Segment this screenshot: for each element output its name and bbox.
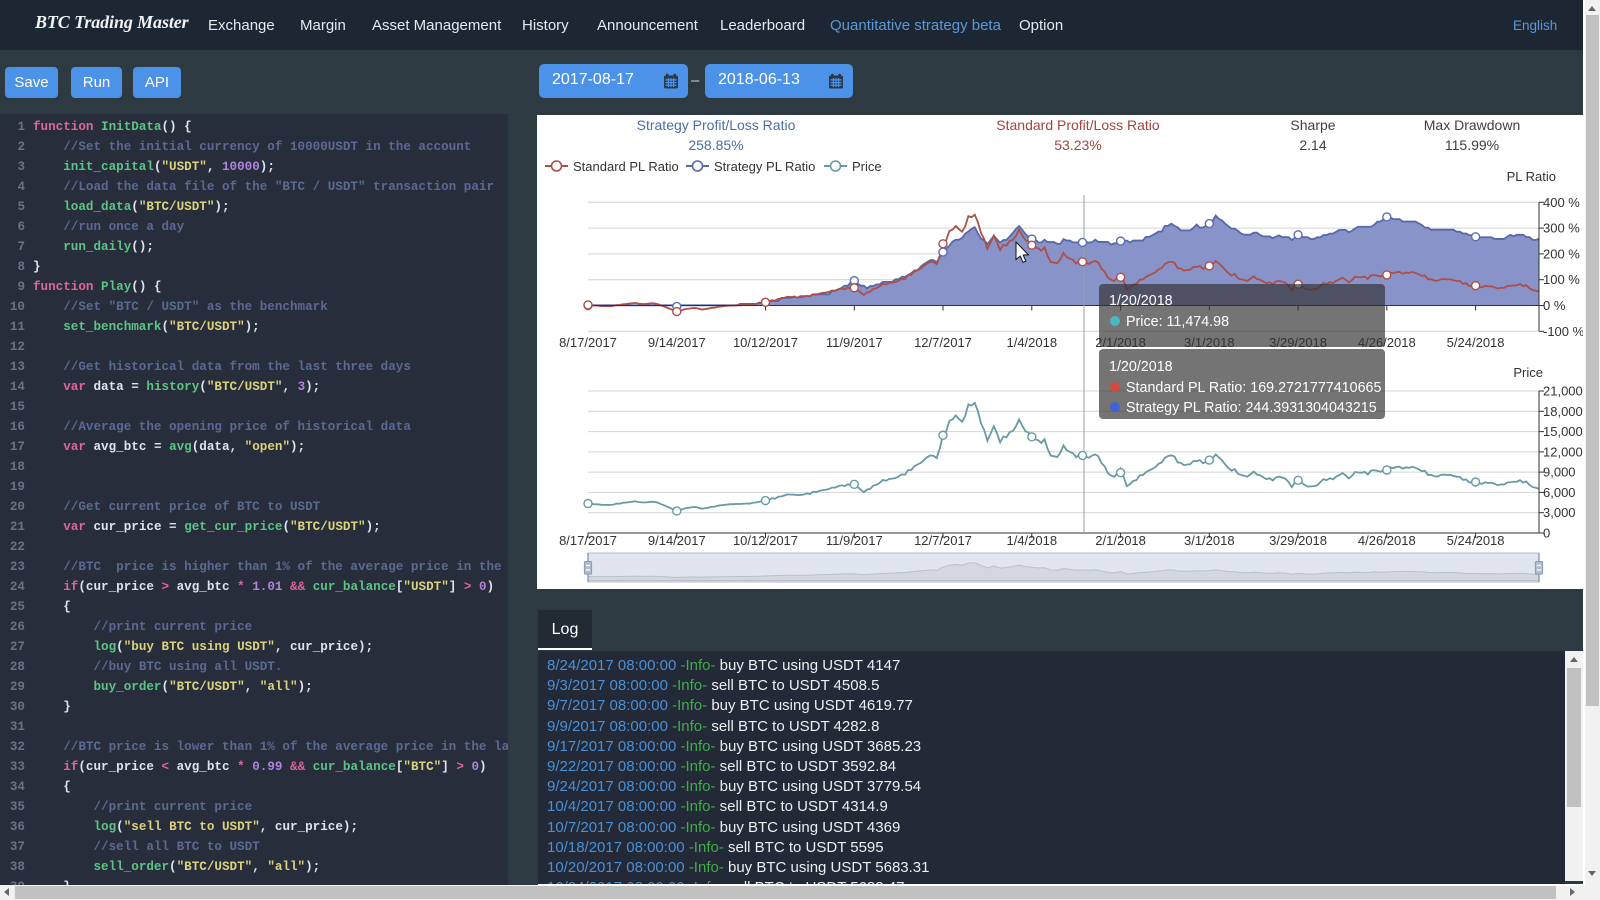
svg-text:Price: 11,474.98: Price: 11,474.98 [1126,314,1229,330]
svg-text:300 %: 300 % [1543,221,1580,236]
svg-text:Strategy PL Ratio: Strategy PL Ratio [714,159,815,174]
svg-text:12,000: 12,000 [1543,444,1583,459]
svg-text:8/17/2017: 8/17/2017 [559,533,617,548]
svg-text:1/20/2018: 1/20/2018 [1109,293,1173,309]
svg-text:15,000: 15,000 [1543,424,1583,439]
svg-text:3/29/2018: 3/29/2018 [1269,533,1327,548]
svg-text:400 %: 400 % [1543,195,1580,210]
svg-text:10/12/2017: 10/12/2017 [733,533,798,548]
svg-text:115.99%: 115.99% [1445,137,1499,153]
svg-text:6,000: 6,000 [1543,485,1576,500]
svg-text:-100 %: -100 % [1543,324,1583,339]
svg-text:Sharpe: Sharpe [1290,117,1335,133]
svg-text:1/4/2018: 1/4/2018 [1006,533,1057,548]
svg-text:12/7/2017: 12/7/2017 [914,335,972,350]
svg-text:Price: Price [852,159,882,174]
svg-text:5/24/2018: 5/24/2018 [1447,533,1505,548]
svg-text:Strategy Profit/Loss Ratio: Strategy Profit/Loss Ratio [637,117,796,133]
svg-text:Max Drawdown: Max Drawdown [1424,117,1520,133]
svg-text:11/9/2017: 11/9/2017 [826,335,883,350]
svg-text:4/26/2018: 4/26/2018 [1358,533,1416,548]
svg-text:11/9/2017: 11/9/2017 [826,533,883,548]
svg-text:5/24/2018: 5/24/2018 [1447,335,1505,350]
svg-text:53.23%: 53.23% [1054,137,1101,153]
svg-text:2.14: 2.14 [1299,137,1326,153]
svg-text:18,000: 18,000 [1543,404,1583,419]
svg-text:21,000: 21,000 [1543,384,1583,399]
svg-text:Price: Price [1513,365,1543,380]
svg-text:0: 0 [1543,526,1550,541]
svg-text:2/1/2018: 2/1/2018 [1095,533,1146,548]
svg-text:258.85%: 258.85% [688,137,743,153]
svg-text:Standard PL Ratio: Standard PL Ratio [573,159,679,174]
svg-text:Standard Profit/Loss Ratio: Standard Profit/Loss Ratio [996,117,1160,133]
svg-text:Strategy PL Ratio: 244.3931304: Strategy PL Ratio: 244.3931304043215 [1126,400,1377,416]
svg-text:10/12/2017: 10/12/2017 [733,335,798,350]
svg-text:0 %: 0 % [1543,298,1566,313]
svg-text:8/17/2017: 8/17/2017 [559,335,617,350]
svg-text:9,000: 9,000 [1543,465,1576,480]
svg-text:9/14/2017: 9/14/2017 [648,533,706,548]
svg-text:200 %: 200 % [1543,246,1580,261]
svg-text:3/1/2018: 3/1/2018 [1184,533,1235,548]
svg-text:PL Ratio: PL Ratio [1507,169,1556,184]
svg-text:100 %: 100 % [1543,272,1580,287]
svg-text:Standard PL Ratio: 169.2721777: Standard PL Ratio: 169.2721777410665 [1126,380,1381,396]
svg-text:9/14/2017: 9/14/2017 [648,335,706,350]
svg-text:12/7/2017: 12/7/2017 [914,533,972,548]
svg-text:1/4/2018: 1/4/2018 [1006,335,1057,350]
svg-text:1/20/2018: 1/20/2018 [1109,359,1173,375]
svg-text:3,000: 3,000 [1543,505,1576,520]
